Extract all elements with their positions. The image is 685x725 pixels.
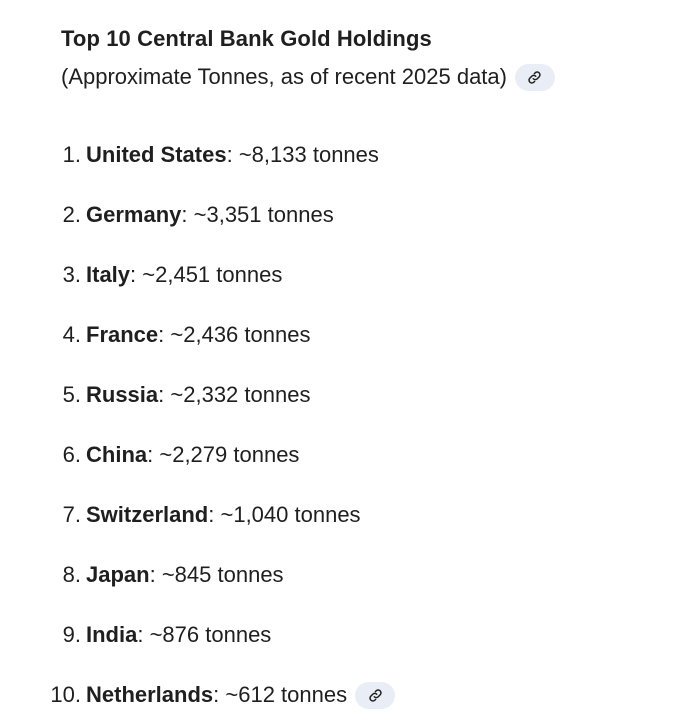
list-item: 9. India: ~876 tonnes <box>0 605 685 665</box>
source-link-chip[interactable] <box>514 63 555 91</box>
list-item-value: ~1,040 tonnes <box>214 502 361 527</box>
link-icon <box>368 688 382 702</box>
list-item-number: 8. <box>62 562 81 587</box>
list-item: 5. Russia: ~2,332 tonnes <box>0 365 685 425</box>
list-item: 3. Italy: ~2,451 tonnes <box>0 245 685 305</box>
list-item-country: Switzerland <box>86 502 209 527</box>
list-item-value: ~2,279 tonnes <box>153 442 300 467</box>
gold-holdings-list: 1. United States: ~8,133 tonnes 2. Germa… <box>0 125 685 725</box>
list-item-value: ~2,332 tonnes <box>164 382 311 407</box>
list-item-number: 7. <box>62 502 81 527</box>
list-item-country: Germany <box>86 202 182 227</box>
list-item-country: India <box>86 622 138 647</box>
list-item-number: 4. <box>62 322 81 347</box>
list-item-separator: : <box>208 502 215 527</box>
list-item-value: ~612 tonnes <box>219 682 348 707</box>
list-item-separator: : <box>149 562 156 587</box>
list-item-country: France <box>86 322 159 347</box>
list-item-number: 6. <box>62 442 81 467</box>
list-item-value: ~876 tonnes <box>143 622 272 647</box>
list-item: 4. France: ~2,436 tonnes <box>0 305 685 365</box>
list-item-separator: : <box>181 202 188 227</box>
page-title: Top 10 Central Bank Gold Holdings <box>61 26 432 51</box>
list-item-separator: : <box>137 622 144 647</box>
list-item-separator: : <box>147 442 154 467</box>
list-item-country: Netherlands <box>86 682 214 707</box>
list-item-separator: : <box>158 382 165 407</box>
list-item-number: 2. <box>62 202 81 227</box>
list-item-number: 3. <box>62 262 81 287</box>
list-item-separator: : <box>130 262 137 287</box>
list-item-value: ~2,451 tonnes <box>136 262 283 287</box>
list-item-separator: : <box>226 142 233 167</box>
list-item: 7. Switzerland: ~1,040 tonnes <box>0 485 685 545</box>
list-item-number: 10. <box>50 682 81 707</box>
list-item-value: ~2,436 tonnes <box>164 322 311 347</box>
list-item: 8. Japan: ~845 tonnes <box>0 545 685 605</box>
source-link-chip[interactable] <box>355 681 396 709</box>
list-item-country: Russia <box>86 382 159 407</box>
list-item: 1. United States: ~8,133 tonnes <box>0 125 685 185</box>
subtitle-line: (Approximate Tonnes, as of recent 2025 d… <box>61 62 555 92</box>
subtitle: (Approximate Tonnes, as of recent 2025 d… <box>61 64 507 89</box>
list-item: 2. Germany: ~3,351 tonnes <box>0 185 685 245</box>
list-item-separator: : <box>158 322 165 347</box>
list-item-value: ~845 tonnes <box>155 562 284 587</box>
list-item-country: United States <box>86 142 227 167</box>
list-item-number: 5. <box>62 382 81 407</box>
list-item-number: 9. <box>62 622 81 647</box>
list-item: 6. China: ~2,279 tonnes <box>0 425 685 485</box>
list-item-value: ~3,351 tonnes <box>187 202 334 227</box>
list-item-country: China <box>86 442 148 467</box>
list-item-separator: : <box>213 682 220 707</box>
list-item: 10. Netherlands: ~612 tonnes <box>0 665 685 725</box>
list-item-country: Japan <box>86 562 150 587</box>
list-item-country: Italy <box>86 262 131 287</box>
list-item-number: 1. <box>62 142 81 167</box>
link-icon <box>528 70 542 84</box>
list-item-value: ~8,133 tonnes <box>232 142 379 167</box>
